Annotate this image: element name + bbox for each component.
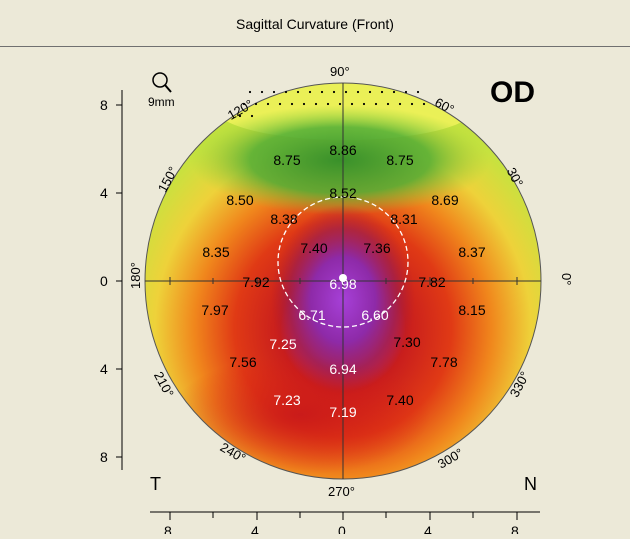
x-axis: 8 4 0 4 8 <box>150 511 540 539</box>
value-label: 6.98 <box>329 276 356 292</box>
value-label: 7.36 <box>363 240 390 256</box>
value-label: 8.75 <box>273 152 300 168</box>
value-label: 8.52 <box>329 185 356 201</box>
value-label: 7.19 <box>329 404 356 420</box>
value-label: 8.69 <box>431 192 458 208</box>
curvature-values: 8.86 8.75 8.75 8.52 8.50 8.69 8.38 8.31 … <box>201 142 485 420</box>
y-tick-label: 8 <box>100 97 108 113</box>
value-label: 8.86 <box>329 142 356 158</box>
value-label: 8.35 <box>202 244 229 260</box>
value-label: 8.15 <box>458 302 485 318</box>
y-tick-label: 8 <box>100 449 108 465</box>
y-axis: 8 4 0 4 8 <box>100 90 123 470</box>
value-label: 7.97 <box>201 302 228 318</box>
value-label: 6.60 <box>361 307 388 323</box>
value-label: 8.50 <box>226 192 253 208</box>
zoom-control[interactable]: 9mm <box>148 72 175 109</box>
x-tick-label: 4 <box>251 523 259 534</box>
value-label: 8.75 <box>386 152 413 168</box>
value-label: 7.23 <box>273 392 300 408</box>
x-tick-label: 8 <box>164 523 172 534</box>
x-tick-label: 0 <box>338 523 346 534</box>
x-tick-label: 8 <box>511 523 519 534</box>
value-label: 7.40 <box>386 392 413 408</box>
temporal-label: T <box>150 474 161 494</box>
value-label: 8.31 <box>390 211 417 227</box>
angle-label-0: 0° <box>559 273 574 285</box>
value-label: 8.38 <box>270 211 297 227</box>
value-label: 6.94 <box>329 361 356 377</box>
value-label: 7.92 <box>242 274 269 290</box>
value-label: 7.40 <box>300 240 327 256</box>
angle-label-90: 90° <box>330 64 350 79</box>
value-label: 8.37 <box>458 244 485 260</box>
y-tick-label: 0 <box>100 273 108 289</box>
topography-map: 8 4 0 4 8 8 4 0 4 8 <box>100 64 574 539</box>
value-label: 7.82 <box>418 274 445 290</box>
y-tick-label: 4 <box>100 361 108 377</box>
angle-label-180: 180° <box>128 262 143 289</box>
topography-panel: 8 4 0 4 8 8 4 0 4 8 <box>0 47 630 539</box>
x-tick-label: 4 <box>424 523 432 534</box>
apex-marker <box>339 274 347 282</box>
y-tick-label: 4 <box>100 185 108 201</box>
nasal-label: N <box>524 474 537 494</box>
value-label: 7.78 <box>430 354 457 370</box>
zoom-label: 9mm <box>148 95 175 109</box>
window-titlebar: Sagittal Curvature (Front) <box>0 0 630 47</box>
pupil-outline <box>277 196 409 328</box>
eye-label: OD <box>490 76 535 109</box>
value-label: 7.25 <box>269 336 296 352</box>
value-label: 7.30 <box>393 334 420 350</box>
dotted-region <box>238 90 426 118</box>
angle-label-270: 270° <box>328 484 355 499</box>
value-label: 7.56 <box>229 354 256 370</box>
magnifier-icon <box>152 72 172 93</box>
window-title: Sagittal Curvature (Front) <box>236 16 394 32</box>
value-label: 6.71 <box>298 307 325 323</box>
